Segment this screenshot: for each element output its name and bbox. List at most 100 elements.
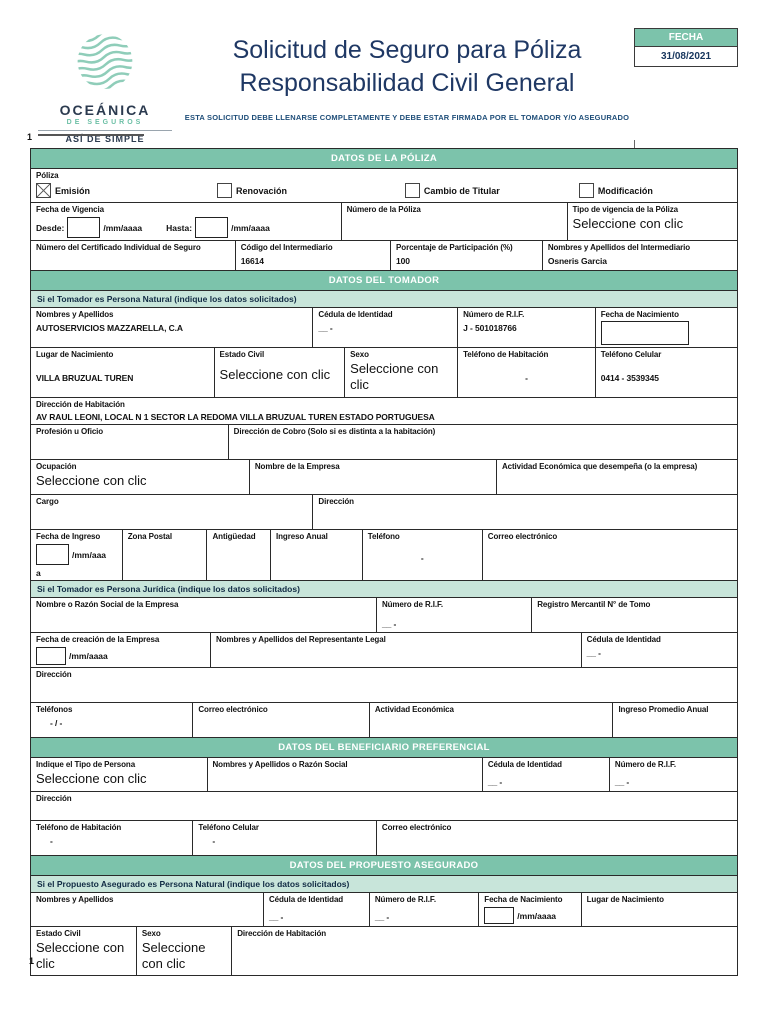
section-header-asegurado: DATOS DEL PROPUESTO ASEGURADO	[31, 856, 737, 876]
field-beneficiario-tel-celular[interactable]: Teléfono Celular -	[193, 821, 377, 855]
checkbox-item-modificacion[interactable]: Modificación	[578, 183, 732, 198]
tomador-rif-value: J - 501018766	[463, 323, 517, 333]
tomador-fecha-nacimiento-label: Fecha de Nacimiento	[600, 310, 679, 319]
field-tipo-persona[interactable]: Indique el Tipo de Persona Seleccione co…	[31, 758, 208, 791]
field-num-certificado[interactable]: Número del Certificado Individual de Seg…	[31, 241, 236, 270]
estado-civil-dropdown[interactable]: Seleccione con clic	[219, 367, 331, 382]
field-tel-habitacion[interactable]: Teléfono de Habitación -	[458, 348, 596, 397]
tomador-fecha-nacimiento-box[interactable]	[600, 321, 689, 345]
field-porcentaje[interactable]: Porcentaje de Participación (%) 100	[391, 241, 543, 270]
field-tomador-fecha-nacimiento[interactable]: Fecha de Nacimiento	[596, 308, 737, 347]
asegurado-nombres-label: Nombres y Apellidos	[36, 895, 114, 904]
field-correo-ingreso[interactable]: Correo electrónico	[483, 530, 737, 580]
top-marker-line	[38, 134, 144, 136]
field-ingreso-promedio[interactable]: Ingreso Promedio Anual	[613, 703, 737, 737]
field-registro-mercantil[interactable]: Registro Mercantil N° de Tomo	[532, 598, 737, 632]
sexo-dropdown[interactable]: Seleccione con clic	[350, 361, 439, 393]
field-asegurado-rif[interactable]: Número de R.I.F. __ -	[370, 893, 480, 926]
instruction-text: ESTA SOLICITUD DEBE LLENARSE COMPLETAMEN…	[184, 113, 630, 122]
fecha-creacion-box[interactable]	[36, 647, 66, 665]
field-rif-juridica[interactable]: Número de R.I.F. __ -	[377, 598, 533, 632]
checkbox-item-emision[interactable]: Emisión	[36, 183, 217, 198]
correo-label: Correo electrónico	[487, 532, 558, 541]
field-direccion-cargo[interactable]: Dirección	[313, 495, 737, 529]
emision-checkbox[interactable]	[36, 183, 51, 198]
fecha-ingreso-suffix1: /mm/aaa	[72, 549, 107, 560]
field-lugar-nacimiento[interactable]: Lugar de Nacimiento VILLA BRUZUAL TUREN	[31, 348, 215, 397]
asegurado-estado-civil-dropdown[interactable]: Seleccione con clic	[36, 940, 125, 972]
hasta-suffix: /mm/aaaa	[231, 222, 270, 233]
field-representante[interactable]: Nombres y Apellidos del Representante Le…	[211, 633, 582, 667]
field-beneficiario-correo[interactable]: Correo electrónico	[377, 821, 737, 855]
field-telefono-ingreso[interactable]: Teléfono -	[363, 530, 483, 580]
field-beneficiario-cedula[interactable]: Cédula de Identidad __ -	[483, 758, 610, 791]
direccion-cargo-label: Dirección	[318, 497, 354, 506]
field-telefonos-juridica[interactable]: Teléfonos - / -	[31, 703, 194, 737]
desde-date-box[interactable]	[67, 217, 101, 238]
beneficiario-tel-habitacion-label: Teléfono de Habitación	[36, 823, 122, 832]
wavy-circle-icon	[71, 28, 139, 95]
field-ocupacion[interactable]: Ocupación Seleccione con clic	[31, 460, 250, 494]
field-correo-juridica[interactable]: Correo electrónico	[193, 703, 370, 737]
field-direccion-juridica[interactable]: Dirección	[31, 668, 737, 702]
actividad-juridica-label: Actividad Económica	[374, 705, 454, 714]
renovacion-checkbox[interactable]	[216, 183, 232, 198]
field-asegurado-lugar-nacimiento[interactable]: Lugar de Nacimiento	[582, 893, 737, 926]
modificacion-checkbox[interactable]	[578, 183, 594, 198]
fecha-value[interactable]: 31/08/2021	[635, 47, 737, 66]
field-beneficiario-direccion[interactable]: Dirección	[31, 792, 737, 820]
field-beneficiario-rif[interactable]: Número de R.I.F. __ -	[610, 758, 737, 791]
fecha-ingreso-box[interactable]	[36, 544, 69, 565]
field-antiguedad[interactable]: Antigüedad	[207, 530, 272, 580]
field-ingreso-anual[interactable]: Ingreso Anual	[271, 530, 363, 580]
tipo-vigencia-dropdown[interactable]: Seleccione con clic	[572, 216, 684, 231]
poliza-type-row: Póliza Emisión Renovación Cambio de Titu…	[31, 169, 737, 203]
field-intermediario[interactable]: Nombres y Apellidos del Intermediario Os…	[543, 241, 737, 270]
field-asegurado-cedula[interactable]: Cédula de Identidad __ -	[264, 893, 370, 926]
telefono-value: -	[420, 553, 424, 563]
field-nombre-empresa[interactable]: Nombre de la Empresa	[250, 460, 497, 494]
field-beneficiario-tel-habitacion[interactable]: Teléfono de Habitación -	[31, 821, 194, 855]
checkbox-item-cambio-titular[interactable]: Cambio de Titular	[404, 183, 579, 198]
tipo-persona-dropdown[interactable]: Seleccione con clic	[36, 771, 147, 786]
field-cargo[interactable]: Cargo	[31, 495, 314, 529]
vigencia-row: Fecha de Vigencia Desde: /mm/aaaa Hasta:…	[31, 203, 737, 241]
field-asegurado-sexo[interactable]: Sexo Seleccione con clic	[137, 927, 233, 975]
field-zona-postal[interactable]: Zona Postal	[123, 530, 208, 580]
ocupacion-dropdown[interactable]: Seleccione con clic	[36, 473, 147, 488]
field-asegurado-direccion[interactable]: Dirección de Habitación	[232, 927, 737, 975]
asegurado-fecha-nacimiento-box[interactable]	[484, 907, 515, 924]
field-profesion[interactable]: Profesión u Oficio	[31, 425, 229, 459]
field-tomador-cedula[interactable]: Cédula de Identidad __ -	[313, 308, 459, 347]
hasta-date-box[interactable]	[195, 217, 229, 238]
field-tomador-rif[interactable]: Número de R.I.F. J - 501018766	[458, 308, 596, 347]
field-sexo[interactable]: Sexo Seleccione con clic	[345, 348, 459, 397]
field-numero-poliza[interactable]: Número de la Póliza	[342, 203, 568, 240]
checkbox-item-renovacion[interactable]: Renovación	[216, 183, 405, 198]
field-fecha-ingreso[interactable]: Fecha de Ingreso /mm/aaa a	[31, 530, 123, 580]
field-estado-civil[interactable]: Estado Civil Seleccione con clic	[215, 348, 346, 397]
field-direccion-cobro[interactable]: Dirección de Cobro (Solo si es distinta …	[229, 425, 737, 459]
field-beneficiario-nombres[interactable]: Nombres y Apellidos o Razón Social	[208, 758, 483, 791]
field-actividad-economica[interactable]: Actividad Económica que desempeña (o la …	[497, 460, 737, 494]
field-asegurado-nombres[interactable]: Nombres y Apellidos	[31, 893, 264, 926]
beneficiario-row-1: Indique el Tipo de Persona Seleccione co…	[31, 758, 737, 792]
field-tomador-nombres[interactable]: Nombres y Apellidos AUTOSERVICIOS MAZZAR…	[31, 308, 314, 347]
field-fecha-creacion[interactable]: Fecha de creación de la Empresa /mm/aaaa	[31, 633, 212, 667]
field-tipo-vigencia[interactable]: Tipo de vigencia de la Póliza Seleccione…	[568, 203, 737, 240]
cambio-titular-checkbox[interactable]	[404, 183, 420, 198]
asegurado-sexo-label: Sexo	[141, 929, 161, 938]
field-razon-social[interactable]: Nombre o Razón Social de la Empresa	[31, 598, 377, 632]
field-cod-intermediario[interactable]: Código del Intermediario 16614	[236, 241, 392, 270]
page-marker-bottom: 1	[29, 956, 35, 966]
field-asegurado-estado-civil[interactable]: Estado Civil Seleccione con clic	[31, 927, 137, 975]
porcentaje-label: Porcentaje de Participación (%)	[396, 243, 513, 252]
page-header: OCEÁNICA DE SEGUROS ASÍ DE SIMPLE Solici…	[0, 0, 768, 200]
field-asegurado-fecha-nacimiento[interactable]: Fecha de Nacimiento /mm/aaaa	[479, 893, 582, 926]
asegurado-sexo-dropdown[interactable]: Seleccione con clic	[141, 940, 206, 972]
field-tel-celular[interactable]: Teléfono Celular 0414 - 3539345	[596, 348, 737, 397]
field-cedula-representante[interactable]: Cédula de Identidad __ -	[582, 633, 737, 667]
field-actividad-juridica[interactable]: Actividad Económica	[370, 703, 614, 737]
profesion-row: Profesión u Oficio Dirección de Cobro (S…	[31, 425, 737, 460]
field-direccion-habitacion[interactable]: Dirección de Habitación AV RAUL LEONI, L…	[31, 398, 737, 424]
